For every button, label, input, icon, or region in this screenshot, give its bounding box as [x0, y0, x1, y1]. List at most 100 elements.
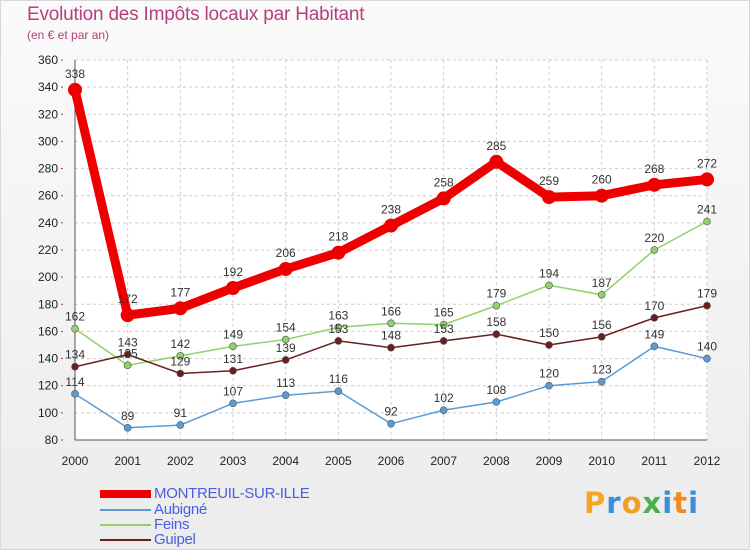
data-point-montreuil-sur-ille [173, 301, 188, 316]
data-label-montreuil-sur-ille: 238 [381, 203, 401, 217]
data-point-feins [281, 335, 290, 344]
data-point-guipel [229, 366, 237, 375]
x-tick-label: 2001 [114, 454, 141, 468]
data-point-guipel [281, 356, 290, 364]
data-label-montreuil-sur-ille: 218 [328, 230, 348, 244]
data-label-feins: 154 [276, 321, 296, 335]
data-point-aubign- [439, 406, 448, 414]
data-label-montreuil-sur-ille: 260 [592, 173, 612, 187]
data-point-aubign- [545, 381, 553, 390]
y-tick-label: 320 [38, 107, 58, 121]
data-point-montreuil-sur-ille [436, 191, 451, 206]
x-tick-label: 2008 [483, 454, 510, 468]
legend-swatch-feins [100, 524, 151, 526]
x-tick-label: 2007 [430, 454, 457, 468]
data-point-guipel [176, 369, 185, 378]
data-label-feins: 187 [592, 276, 612, 290]
logo-letter: o [621, 486, 643, 520]
logo-letter: i [688, 486, 700, 520]
legend-swatch-montreuil [100, 490, 151, 498]
data-label-feins: 166 [381, 304, 401, 318]
data-label-feins: 220 [644, 231, 664, 245]
data-label-aubign-: 89 [121, 409, 135, 423]
x-tick-label: 2005 [325, 454, 352, 468]
data-point-aubign- [123, 423, 132, 432]
legend-swatch-guipel [100, 539, 151, 541]
legend-label-feins: Feins [154, 516, 190, 533]
data-label-guipel: 158 [486, 315, 506, 329]
logo-letter: r [606, 486, 622, 520]
x-tick-label: 2006 [378, 454, 405, 468]
data-label-feins: 149 [223, 327, 243, 341]
data-point-guipel [123, 350, 132, 359]
data-point-montreuil-sur-ille [384, 218, 398, 233]
y-tick-label: 220 [38, 243, 58, 257]
y-tick-label: 200 [38, 270, 58, 284]
data-point-montreuil-sur-ille [226, 281, 240, 295]
data-label-aubign-: 114 [65, 375, 84, 389]
data-point-guipel [703, 301, 711, 310]
data-label-montreuil-sur-ille: 268 [644, 162, 664, 176]
x-tick-label: 2000 [62, 454, 89, 468]
data-label-montreuil-sur-ille: 192 [223, 265, 243, 279]
x-tick-label: 2002 [167, 454, 194, 468]
data-label-guipel: 156 [592, 318, 612, 332]
x-tick-label: 2003 [220, 454, 247, 468]
y-tick-label: 240 [38, 216, 58, 230]
data-point-guipel [545, 341, 553, 349]
legend-label-guipel: Guipel [154, 531, 196, 548]
logo-letter: i [662, 486, 674, 520]
data-point-feins [387, 319, 395, 328]
data-point-guipel [334, 337, 343, 345]
data-label-feins: 194 [539, 266, 559, 280]
logo-letter: P [584, 486, 607, 520]
data-label-guipel: 131 [223, 352, 243, 366]
y-tick-label: 280 [38, 162, 58, 176]
data-label-aubign-: 140 [697, 340, 717, 354]
y-tick-label: 120 [38, 379, 58, 393]
data-point-feins [176, 352, 185, 360]
data-label-aubign-: 108 [486, 383, 506, 397]
y-tick-label: 80 [45, 433, 59, 447]
logo-letter: t [673, 486, 689, 520]
x-tick-label: 2010 [588, 454, 615, 468]
data-point-guipel [71, 362, 79, 371]
data-point-aubign- [387, 419, 395, 428]
data-point-montreuil-sur-ille [489, 154, 504, 169]
data-label-montreuil-sur-ille: 206 [276, 246, 296, 260]
data-point-feins [492, 301, 501, 310]
chart-title: Evolution des Impôts locaux par Habitant [27, 4, 365, 25]
data-label-guipel: 153 [434, 322, 454, 336]
data-label-montreuil-sur-ille: 177 [170, 285, 190, 299]
y-tick-label: 160 [38, 324, 58, 338]
data-point-feins [123, 361, 132, 370]
y-tick-label: 140 [38, 352, 58, 366]
data-point-montreuil-sur-ille [278, 262, 293, 276]
y-tick-label: 360 [38, 53, 58, 67]
data-point-aubign- [703, 354, 711, 363]
data-label-montreuil-sur-ille: 272 [697, 156, 717, 170]
data-label-feins: 165 [434, 306, 454, 320]
data-label-montreuil-sur-ille: 285 [486, 139, 506, 153]
x-tick-label: 2011 [641, 454, 667, 468]
data-point-feins [229, 342, 237, 351]
data-label-guipel: 148 [381, 329, 401, 343]
data-point-montreuil-sur-ille [542, 190, 556, 205]
x-tick-label: 2009 [536, 454, 563, 468]
data-point-feins [703, 217, 711, 226]
data-label-aubign-: 92 [384, 405, 398, 419]
data-label-montreuil-sur-ille: 172 [118, 292, 138, 306]
data-point-aubign- [229, 399, 237, 408]
data-point-montreuil-sur-ille [647, 177, 662, 192]
y-tick-label: 300 [38, 134, 58, 148]
logo-letter: x [642, 486, 663, 520]
data-label-feins: 179 [486, 287, 506, 301]
data-point-guipel [597, 333, 606, 341]
data-label-feins: 142 [170, 337, 190, 351]
data-label-aubign-: 116 [329, 372, 348, 386]
data-point-montreuil-sur-ille [68, 82, 82, 97]
data-point-aubign- [492, 398, 501, 406]
data-label-feins: 163 [328, 308, 348, 322]
data-label-aubign-: 123 [592, 363, 612, 377]
